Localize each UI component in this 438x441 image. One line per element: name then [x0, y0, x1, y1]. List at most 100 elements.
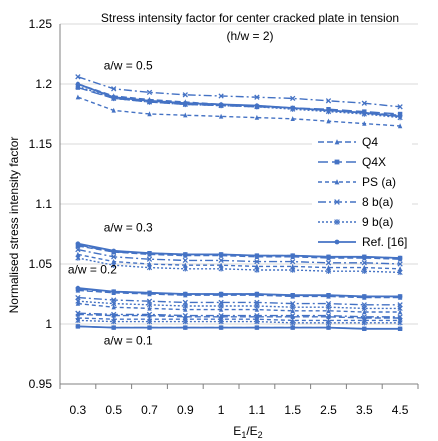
data-point — [362, 326, 367, 331]
x-tick-label: 1 — [218, 403, 225, 417]
data-point — [325, 98, 332, 104]
data-point — [290, 116, 295, 121]
data-point — [147, 251, 152, 256]
y-axis-label: Normalised stress intensity factor — [7, 137, 21, 314]
data-point — [182, 257, 188, 264]
x-tick-label: 1.5 — [284, 403, 301, 417]
data-point — [75, 74, 81, 80]
data-point — [111, 258, 116, 264]
series-line — [77, 83, 401, 118]
data-point — [361, 260, 367, 266]
series-line — [77, 317, 401, 322]
legend-marker — [334, 219, 340, 225]
series-line — [77, 300, 401, 310]
data-point — [254, 258, 260, 265]
data-point — [290, 263, 295, 269]
data-point — [325, 304, 332, 310]
data-point — [111, 95, 116, 100]
data-point — [397, 326, 403, 331]
x-tick-label: 2.5 — [320, 403, 337, 417]
data-point — [326, 314, 331, 319]
data-point — [397, 261, 403, 267]
series-line — [77, 302, 401, 313]
data-point — [111, 248, 116, 253]
series-line — [77, 287, 401, 298]
data-point — [111, 254, 117, 260]
grid-lines — [60, 23, 418, 325]
data-point — [75, 81, 81, 87]
x-tick-labels: 0.3 0.5 0.7 0.9 1 1.1 1.5 2.5 3.5 4.5 — [59, 384, 419, 417]
data-point — [397, 111, 403, 117]
data-point — [326, 264, 331, 270]
data-point — [397, 123, 403, 129]
data-point — [362, 120, 367, 126]
legend-label: 8 b(a) — [362, 195, 393, 209]
x-tick-label: 0.5 — [105, 403, 122, 417]
data-point — [218, 291, 224, 297]
x-axis-label-main: E — [233, 424, 241, 438]
data-point — [290, 267, 296, 273]
data-point — [182, 92, 188, 98]
annotation-label: a/w = 0.2 — [68, 263, 117, 277]
series-line — [77, 248, 401, 265]
data-point — [183, 262, 188, 268]
data-point — [254, 114, 260, 120]
data-point — [361, 268, 367, 274]
data-point — [254, 253, 260, 258]
data-point — [397, 314, 403, 320]
data-point — [218, 93, 224, 99]
data-point — [218, 312, 224, 319]
data-point — [218, 318, 224, 325]
data-point — [146, 302, 153, 308]
annotation-label: a/w = 0.3 — [104, 221, 153, 235]
data-point — [362, 254, 367, 259]
x-tick-label: 0.9 — [177, 403, 194, 417]
legend-marker — [334, 179, 340, 185]
data-point — [218, 252, 224, 257]
data-point — [326, 108, 331, 113]
data-point — [146, 318, 153, 325]
data-point — [218, 262, 224, 268]
data-point — [183, 112, 188, 118]
data-point — [290, 308, 295, 313]
data-point — [111, 312, 116, 318]
x-axis-label-sep: /E — [246, 424, 257, 438]
data-point — [147, 290, 152, 295]
data-point — [362, 309, 367, 315]
data-point — [182, 266, 188, 272]
data-point — [397, 114, 403, 119]
data-point — [75, 94, 81, 100]
data-point — [147, 305, 152, 311]
x-tick-label: 0.7 — [141, 403, 158, 417]
y-tick-label: 1.05 — [29, 257, 53, 271]
x-tick-label: 3.5 — [356, 403, 373, 417]
data-point — [254, 94, 260, 100]
chart-title: Stress intensity factor for center crack… — [101, 11, 399, 25]
legend-background — [312, 130, 412, 254]
data-point — [218, 325, 224, 330]
data-point — [397, 255, 403, 261]
data-point — [111, 107, 116, 113]
data-point — [183, 325, 188, 330]
data-point — [254, 306, 260, 312]
series-line — [77, 253, 401, 270]
x-axis-label-sub1: 1 — [241, 430, 246, 440]
data-point — [361, 320, 367, 326]
data-point — [218, 102, 224, 107]
data-point — [147, 261, 152, 267]
data-point — [75, 285, 81, 291]
annotation-label: a/w = 0.1 — [104, 333, 153, 347]
data-point — [111, 325, 116, 330]
y-tick-label: 1.25 — [29, 17, 53, 31]
data-point — [362, 264, 367, 270]
data-point — [218, 303, 224, 309]
data-point — [147, 325, 152, 330]
data-point — [147, 98, 152, 104]
data-point — [75, 310, 81, 316]
data-point — [397, 104, 403, 110]
data-point — [290, 320, 296, 326]
series-line — [77, 76, 401, 108]
data-point — [75, 246, 81, 253]
